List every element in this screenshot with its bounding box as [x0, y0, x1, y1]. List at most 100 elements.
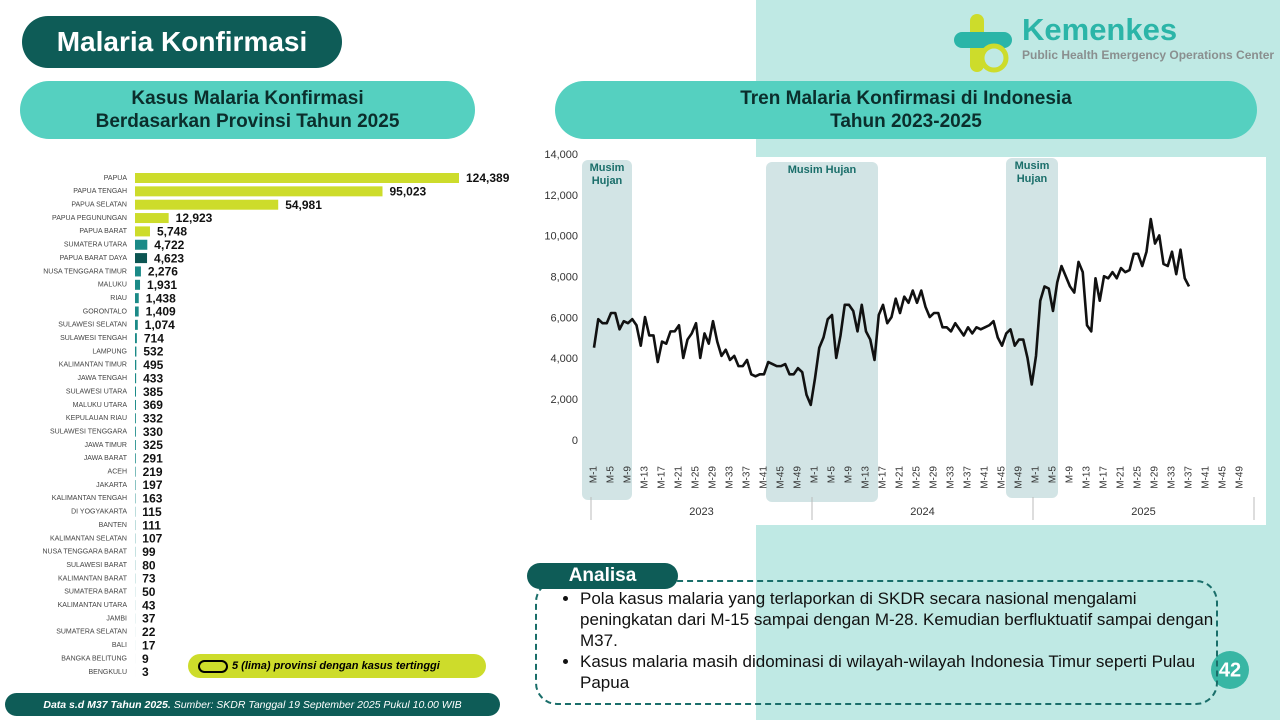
- x-tick-label: M-49: [1235, 466, 1246, 489]
- analysis-box: [535, 580, 1218, 705]
- value-label: 9: [142, 652, 149, 666]
- x-group-label: 2024: [910, 506, 934, 518]
- logo-icon: [954, 14, 1012, 73]
- value-label: 714: [144, 331, 164, 345]
- x-tick-label: M-13: [861, 466, 872, 489]
- legend-text: 5 (lima) provinsi dengan kasus tertinggi: [232, 660, 440, 672]
- bar: [135, 373, 137, 384]
- season-label: Musim Hujan: [1014, 160, 1050, 185]
- y-tick-label: 8,000: [550, 271, 578, 283]
- value-label: 115: [142, 505, 162, 519]
- value-label: 332: [143, 411, 163, 425]
- bar-legend: 5 (lima) provinsi dengan kasus tertinggi: [188, 654, 486, 678]
- bar: [135, 306, 139, 317]
- x-tick-label: M-25: [1133, 466, 1144, 489]
- x-tick-label: M-5: [1048, 466, 1059, 484]
- trend-line: [592, 217, 1191, 407]
- bar: [135, 333, 137, 344]
- value-label: 107: [142, 532, 162, 546]
- x-tick-label: M-41: [980, 466, 991, 489]
- category-label: PAPUA TENGAH: [73, 188, 127, 195]
- value-label: 54,981: [285, 198, 322, 212]
- bar: [135, 239, 148, 250]
- x-tick-label: M-37: [1184, 466, 1195, 489]
- value-label: 99: [142, 545, 156, 559]
- season-label: Musim Hujan: [787, 164, 857, 176]
- x-tick-label: M-1: [589, 466, 600, 484]
- x-tick-label: M-21: [1116, 466, 1127, 489]
- category-label: KEPULAUAN RIAU: [66, 415, 127, 422]
- value-label: 12,923: [176, 211, 213, 225]
- bar-chart-title: Kasus Malaria Konfirmasi Berdasarkan Pro…: [20, 81, 475, 139]
- x-tick-label: M-29: [1150, 466, 1161, 489]
- category-label: PAPUA PEGUNUNGAN: [52, 215, 127, 222]
- x-tick-label: M-9: [623, 466, 634, 484]
- season-label: Musim Hujan: [589, 162, 625, 187]
- footer-source: Sumber: SKDR Tanggal 19 September 2025 P…: [173, 698, 462, 711]
- x-tick-label: M-41: [759, 466, 770, 489]
- value-label: 433: [143, 371, 163, 385]
- category-label: NUSA TENGGARA TIMUR: [43, 268, 127, 275]
- x-tick-label: M-1: [1031, 466, 1042, 484]
- x-tick-label: M-5: [827, 466, 838, 484]
- category-label: SUMATERA BARAT: [64, 589, 127, 596]
- bar: [135, 279, 141, 290]
- bar: [135, 426, 136, 437]
- category-label: BENGKULU: [88, 669, 127, 676]
- x-tick-label: M-33: [1167, 466, 1178, 489]
- bar: [135, 453, 136, 464]
- x-group-label: 2025: [1131, 506, 1155, 518]
- value-label: 43: [142, 598, 156, 612]
- value-label: 2,276: [148, 265, 178, 279]
- x-tick-label: M-17: [657, 466, 668, 489]
- bar: [135, 293, 139, 304]
- value-label: 1,074: [145, 318, 175, 332]
- season-band: [582, 160, 632, 500]
- value-label: 17: [142, 638, 156, 652]
- analysis-bullet: Kasus malaria masih didominasi di wilaya…: [580, 651, 1220, 693]
- x-tick-label: M-25: [691, 466, 702, 489]
- category-label: KALIMANTAN BARAT: [58, 575, 128, 582]
- bar: [135, 226, 150, 237]
- value-label: 3: [142, 665, 149, 679]
- x-tick-label: M-1: [810, 466, 821, 484]
- bar: [135, 319, 138, 330]
- bar: [135, 480, 136, 491]
- category-label: SULAWESI TENGAH: [60, 335, 127, 342]
- category-label: JAWA BARAT: [84, 455, 128, 462]
- x-tick-label: M-21: [674, 466, 685, 489]
- x-tick-label: M-33: [946, 466, 957, 489]
- value-label: 495: [143, 358, 163, 372]
- value-label: 1,438: [146, 291, 176, 305]
- legend-swatch: [198, 659, 228, 673]
- logo-name: Kemenkes: [1022, 12, 1178, 47]
- x-tick-label: M-49: [793, 466, 804, 489]
- value-label: 50: [142, 585, 156, 599]
- analysis-bullet: Pola kasus malaria yang terlaporkan di S…: [580, 588, 1220, 651]
- value-label: 291: [143, 452, 163, 466]
- category-label: PAPUA SELATAN: [71, 202, 127, 209]
- category-label: KALIMANTAN UTARA: [58, 602, 128, 609]
- season-band: [1006, 158, 1058, 498]
- value-label: 1,931: [147, 278, 177, 292]
- value-label: 532: [143, 345, 163, 359]
- category-label: SULAWESI BARAT: [66, 562, 127, 569]
- page-title: Malaria Konfirmasi: [22, 16, 342, 68]
- x-tick-label: M-29: [708, 466, 719, 489]
- x-tick-label: M-37: [963, 466, 974, 489]
- value-label: 219: [143, 465, 163, 479]
- x-tick-label: M-13: [1082, 466, 1093, 489]
- y-tick-label: 14,000: [544, 149, 578, 161]
- category-label: PAPUA: [104, 175, 128, 182]
- x-tick-label: M-17: [878, 466, 889, 489]
- x-tick-label: M-33: [725, 466, 736, 489]
- logo-subtitle: Public Health Emergency Operations Cente…: [1022, 48, 1275, 62]
- category-label: SUMATERA SELATAN: [56, 629, 127, 636]
- value-label: 330: [143, 425, 163, 439]
- category-label: SULAWESI SELATAN: [58, 322, 127, 329]
- x-tick-label: M-45: [997, 466, 1008, 489]
- value-label: 4,623: [154, 251, 184, 265]
- bar: [135, 253, 148, 264]
- x-tick-label: M-25: [912, 466, 923, 489]
- category-label: JAKARTA: [96, 482, 127, 489]
